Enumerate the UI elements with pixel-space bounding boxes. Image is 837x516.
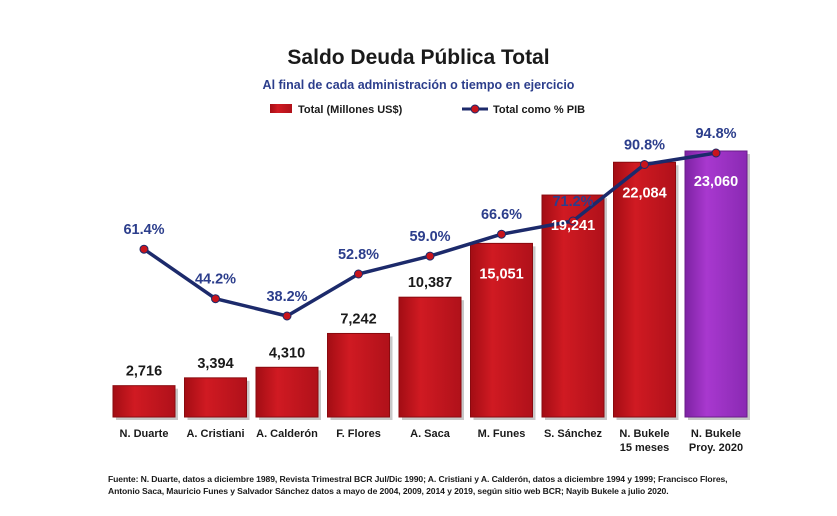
chart-subtitle: Al final de cada administración o tiempo… [262, 78, 575, 92]
bar-7 [541, 194, 605, 418]
legend-label-bar: Total (Millones US$) [298, 104, 403, 116]
pct-label: 59.0% [409, 229, 450, 245]
pct-marker [139, 244, 149, 254]
bar-value-label: 2,716 [126, 364, 162, 380]
category-label: A. Saca [410, 428, 451, 440]
category-label: N. Bukele [619, 428, 669, 440]
chart-title: Saldo Deuda Pública Total [287, 46, 550, 69]
category-label: F. Flores [336, 428, 381, 440]
pct-marker [497, 229, 506, 239]
pct-label: 61.4% [123, 222, 164, 238]
bar-3 [255, 366, 319, 418]
legend: Total (Millones US$) Total como % PIB [270, 104, 585, 116]
category-label: 15 meses [620, 442, 670, 454]
pct-label: 71.2% [552, 194, 593, 210]
bar-5 [398, 296, 462, 418]
pct-label: 90.8% [624, 138, 665, 154]
bar-2 [184, 377, 247, 418]
footnote-line-2: Antonio Saca, Mauricio Funes y Salvador … [108, 486, 669, 496]
category-label: N. Bukele [691, 428, 741, 440]
bar-value-label: 23,060 [694, 174, 738, 190]
footnote-line-1: Fuente: N. Duarte, datos a diciembre 198… [108, 474, 728, 484]
pct-marker [568, 216, 578, 226]
pct-marker [211, 294, 220, 304]
pct-marker [425, 251, 435, 261]
bar-value-label: 3,394 [197, 356, 233, 372]
legend-label-line: Total como % PIB [493, 104, 585, 116]
bar-1 [112, 385, 176, 418]
pct-label: 44.2% [195, 272, 236, 288]
bar-value-label: 15,051 [479, 266, 523, 282]
category-label: S. Sánchez [544, 428, 603, 440]
bar-6 [470, 242, 533, 418]
bar-value-label: 4,310 [269, 345, 305, 361]
category-label: M. Funes [478, 428, 526, 440]
chart-plot: Total (Millones US$) Total como % PIB 2,… [112, 104, 750, 454]
bar-9 [684, 150, 748, 418]
pct-marker [354, 269, 363, 279]
bar-8 [613, 161, 676, 418]
pct-marker [282, 311, 292, 321]
category-label: Proy. 2020 [689, 442, 743, 454]
bar-value-label: 19,241 [551, 218, 595, 234]
source-footnote: Fuente: N. Duarte, datos a diciembre 198… [108, 473, 748, 497]
label-group: 2,716 N. Duarte 3,394 A. Cristiani 4,310 A. C… [120, 126, 744, 454]
pct-label: 94.8% [695, 126, 736, 142]
bar-4 [327, 332, 390, 418]
pct-label: 52.8% [338, 247, 379, 263]
category-label: N. Duarte [120, 428, 169, 440]
category-label: A. Calderón [256, 428, 318, 440]
bar-group [112, 150, 750, 420]
bar-value-label: 7,242 [340, 311, 376, 327]
legend-swatch-marker [470, 104, 480, 114]
pct-marker [640, 160, 649, 169]
category-label: A. Cristiani [186, 428, 244, 440]
pct-label: 66.6% [481, 207, 522, 223]
pct-marker [711, 148, 721, 158]
pct-label: 38.2% [266, 289, 307, 305]
legend-swatch-bar [270, 104, 292, 113]
bar-value-label: 22,084 [622, 185, 666, 201]
bar-value-label: 10,387 [408, 275, 452, 291]
line-group [139, 148, 721, 321]
